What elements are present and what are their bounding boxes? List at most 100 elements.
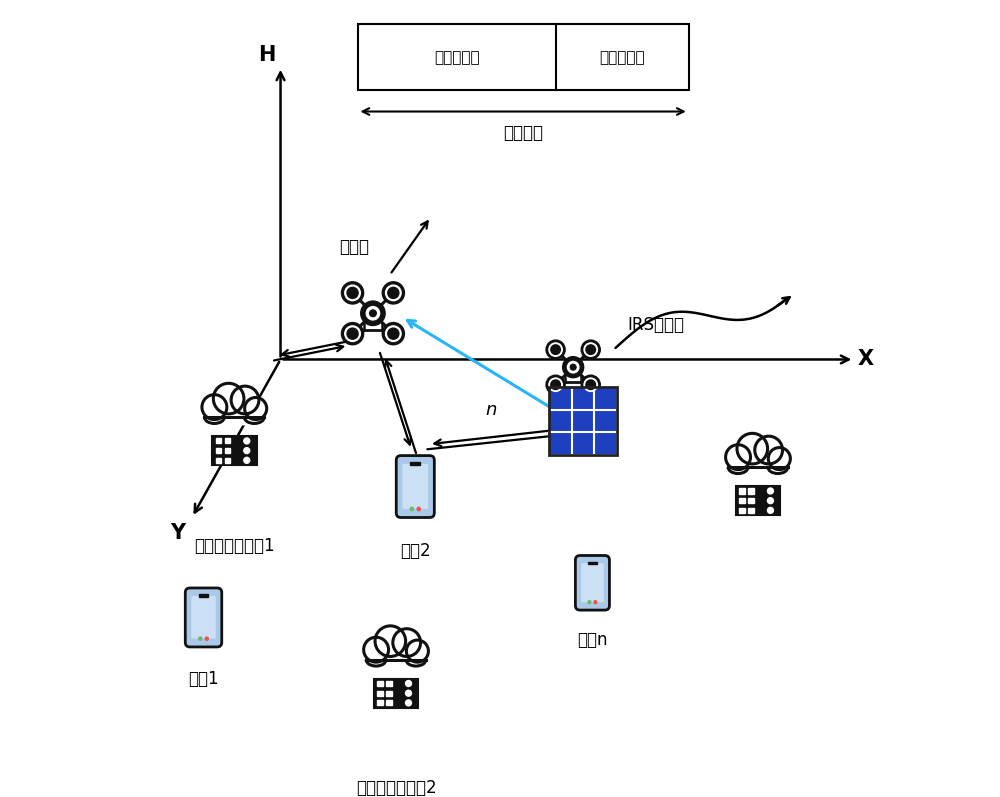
Circle shape <box>393 629 421 657</box>
Bar <box>225 448 230 453</box>
Bar <box>595 433 616 454</box>
Text: 边缘计算服务器2: 边缘计算服务器2 <box>356 779 436 797</box>
Circle shape <box>205 637 208 640</box>
Circle shape <box>551 380 560 390</box>
FancyBboxPatch shape <box>575 556 609 610</box>
Circle shape <box>755 436 783 464</box>
FancyBboxPatch shape <box>720 447 796 476</box>
Bar <box>225 438 230 443</box>
Bar <box>748 508 754 513</box>
Circle shape <box>388 328 399 340</box>
Circle shape <box>584 378 597 391</box>
Circle shape <box>586 380 595 390</box>
Bar <box>736 496 780 505</box>
Circle shape <box>345 326 360 341</box>
FancyBboxPatch shape <box>402 464 428 509</box>
Bar <box>199 595 208 597</box>
Circle shape <box>726 445 751 469</box>
Bar <box>739 508 745 513</box>
FancyBboxPatch shape <box>581 563 604 603</box>
Circle shape <box>406 681 411 686</box>
Circle shape <box>244 448 250 453</box>
Circle shape <box>584 343 597 356</box>
Circle shape <box>245 398 267 419</box>
Text: 边缘计算服务器1: 边缘计算服务器1 <box>194 536 275 555</box>
Bar <box>386 701 392 705</box>
Bar <box>739 489 745 493</box>
Bar <box>736 486 780 496</box>
Text: n: n <box>485 401 496 418</box>
Bar <box>588 562 597 564</box>
Circle shape <box>347 328 358 340</box>
Circle shape <box>382 282 404 304</box>
Circle shape <box>549 343 562 356</box>
Bar <box>374 689 418 698</box>
Circle shape <box>386 326 401 341</box>
Bar <box>748 489 754 493</box>
Bar <box>595 410 616 432</box>
Circle shape <box>570 364 576 370</box>
Text: X: X <box>858 349 874 370</box>
Circle shape <box>737 434 768 464</box>
Circle shape <box>767 488 773 494</box>
Circle shape <box>551 345 560 355</box>
Circle shape <box>244 457 250 463</box>
Circle shape <box>199 637 202 640</box>
Text: H: H <box>258 45 275 65</box>
Circle shape <box>546 375 565 395</box>
Bar <box>739 498 745 503</box>
FancyBboxPatch shape <box>197 397 272 426</box>
Circle shape <box>341 323 364 345</box>
Circle shape <box>406 700 411 706</box>
Circle shape <box>388 288 399 298</box>
Bar <box>549 387 617 455</box>
Circle shape <box>364 638 389 662</box>
FancyBboxPatch shape <box>358 640 434 668</box>
Bar <box>748 498 754 503</box>
Circle shape <box>767 508 773 513</box>
Circle shape <box>563 357 584 378</box>
Circle shape <box>213 383 244 414</box>
Text: 用户2: 用户2 <box>400 542 431 560</box>
Circle shape <box>386 285 401 300</box>
Circle shape <box>586 345 595 355</box>
Bar <box>212 436 257 446</box>
Circle shape <box>366 307 380 320</box>
Circle shape <box>202 395 227 419</box>
Circle shape <box>549 378 562 391</box>
Bar <box>216 438 221 443</box>
Bar <box>216 448 221 453</box>
Circle shape <box>567 362 579 373</box>
FancyBboxPatch shape <box>191 596 216 638</box>
Circle shape <box>594 601 597 603</box>
Text: Y: Y <box>171 523 186 543</box>
Bar <box>573 388 594 409</box>
Circle shape <box>417 508 420 511</box>
Circle shape <box>231 386 259 414</box>
Circle shape <box>581 375 600 395</box>
Circle shape <box>361 301 385 325</box>
Bar <box>550 388 571 409</box>
Bar <box>410 462 420 465</box>
FancyBboxPatch shape <box>396 456 434 517</box>
Bar <box>550 410 571 432</box>
Circle shape <box>375 626 406 657</box>
Circle shape <box>588 601 591 603</box>
Text: 用户n: 用户n <box>577 630 608 649</box>
Bar <box>595 388 616 409</box>
Circle shape <box>406 690 411 696</box>
Circle shape <box>767 497 773 504</box>
Bar <box>212 446 257 455</box>
Bar <box>386 681 392 686</box>
Circle shape <box>406 640 428 662</box>
Circle shape <box>244 438 250 444</box>
Text: 无人机: 无人机 <box>339 238 369 256</box>
Text: IRS无人机: IRS无人机 <box>627 316 684 334</box>
Bar <box>573 433 594 454</box>
Text: 用户1: 用户1 <box>188 669 219 688</box>
Text: 总缓冲区: 总缓冲区 <box>503 124 543 142</box>
Bar <box>377 701 383 705</box>
Circle shape <box>546 340 565 359</box>
Circle shape <box>370 310 376 316</box>
Text: 剩余缓冲区: 剩余缓冲区 <box>600 49 645 65</box>
